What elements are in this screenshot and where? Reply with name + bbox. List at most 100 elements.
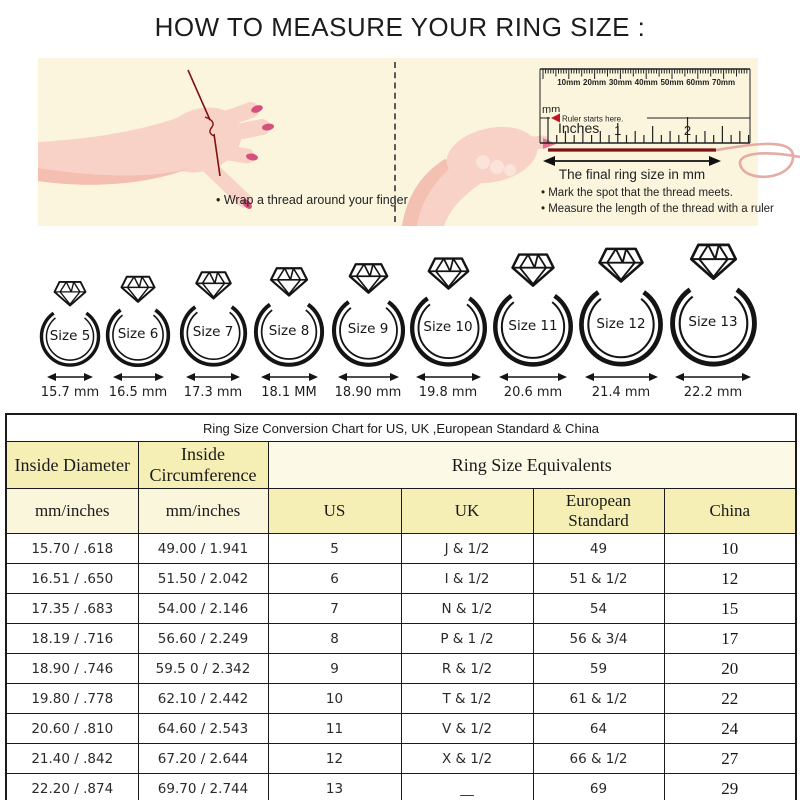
- double-arrow-icon: [186, 373, 240, 381]
- panel-measure-ruler: 10mm 20mm 30mm 40mm 50mm 60mm 70mm mm Ruler st…: [397, 58, 800, 226]
- table-cell: 13: [267, 773, 402, 800]
- ring-diameter-arrow: [578, 371, 664, 383]
- instruction-bullet-measure: • Measure the length of the thread with …: [541, 203, 774, 215]
- table-row: 18.19 / .716 56.60 / 2.249 8 P & 1 /2 56 & 3…: [5, 623, 797, 654]
- ruler: 10mm 20mm 30mm 40mm 50mm 60mm 70mm mm Ruler st…: [539, 68, 751, 144]
- ring-diameter-label: 16.5 mm: [108, 385, 168, 400]
- table-cell: N & 1/2: [400, 593, 534, 624]
- double-arrow-icon: [499, 373, 567, 381]
- table-cell: 66 & 1/2: [532, 743, 665, 774]
- ring-diameter-arrow: [105, 371, 171, 383]
- table-cell: 56 & 3/4: [532, 623, 665, 654]
- table-cell: 54: [532, 593, 665, 624]
- ring-diameter-label: 18.1 MM: [261, 385, 317, 400]
- ruler-mm-label: 40mm: [635, 78, 658, 87]
- ruler-mm-ticks: [542, 69, 748, 79]
- table-row: 15.70 / .618 49.00 / 1.941 5 J & 1/2 49 10: [5, 533, 797, 564]
- table-cell: 10: [267, 683, 402, 714]
- table-cell: 18.90 / .746: [5, 653, 139, 684]
- table-cell: 7: [267, 593, 402, 624]
- ring-figure: Size 8 18.1 MM: [253, 265, 325, 400]
- table-cell: 9: [267, 653, 402, 684]
- ruler-start-note: Ruler starts here.: [562, 115, 623, 124]
- pointing-hand-illustration: [402, 126, 556, 226]
- diamond-ring-icon: [579, 247, 663, 367]
- double-arrow-icon: [675, 373, 751, 381]
- table-row: 20.60 / .810 64.60 / 2.543 11 V & 1/2 64 24: [5, 713, 797, 744]
- diamond-ring-icon: [105, 275, 171, 368]
- hand-with-thread-illustration: • Wrap a thread around your finger: [38, 69, 408, 209]
- table-row: 16.51 / .650 51.50 / 2.042 6 I & 1/2 51 & 1/…: [5, 563, 797, 594]
- table-cell: 54.00 / 2.146: [137, 593, 269, 624]
- table-cell: 62.10 / 2.442: [137, 683, 269, 714]
- ring-diameter-label: 20.6 mm: [503, 385, 563, 400]
- panel-divider: [394, 62, 396, 222]
- ring-diameter-arrow: [409, 371, 488, 383]
- subheader-us: US: [267, 488, 402, 534]
- panel-wrap-thread: • Wrap a thread around your finger: [38, 58, 408, 226]
- ring-size-label: Size 10: [423, 319, 473, 335]
- ring-diameter-arrow: [669, 371, 758, 383]
- table-cell: 20: [663, 653, 797, 684]
- ring-diameter-label: 17.3 mm: [183, 385, 243, 400]
- instruction-bullet-mark: • Mark the spot that the thread meets.: [541, 187, 733, 199]
- table-cell: R & 1/2: [400, 653, 534, 684]
- subheader-mm-inches-diameter: mm/inches: [5, 488, 139, 534]
- ring-size-label: Size 5: [49, 328, 91, 344]
- table-cell: 56.60 / 2.249: [137, 623, 269, 654]
- double-arrow-icon: [47, 373, 93, 381]
- table-cell: T & 1/2: [400, 683, 534, 714]
- diamond-ring-icon: [179, 271, 247, 367]
- ring-figure: Size 6 16.5 mm: [105, 274, 171, 400]
- table-cell: 24: [663, 713, 797, 744]
- ruler-mm-label: 70mm: [712, 78, 735, 87]
- ring-size-conversion-table: Ring Size Conversion Chart for US, UK ,E…: [5, 413, 798, 800]
- ruler-inch-ticks: [547, 117, 750, 143]
- table-cell: 19.80 / .778: [5, 683, 139, 714]
- ring-diameter-arrow: [39, 371, 101, 383]
- table-title: Ring Size Conversion Chart for US, UK ,E…: [5, 413, 797, 442]
- table-cell: 16.51 / .650: [5, 563, 139, 594]
- table-cell: 22.20 / .874: [5, 773, 139, 800]
- table-cell: 11: [267, 713, 402, 744]
- ring-figure: Size 7 17.3 mm: [179, 269, 248, 400]
- table-cell: 61 & 1/2: [532, 683, 665, 714]
- ruler-mm-label: 50mm: [660, 78, 683, 87]
- table-cell: 64: [532, 713, 665, 744]
- ring-figure: Size 12 21.4 mm: [578, 245, 664, 400]
- table-cell: 8: [267, 623, 402, 654]
- fingernail: [251, 105, 263, 113]
- table-cell: 12: [663, 563, 797, 594]
- ruler-mm-label: 10mm: [557, 78, 580, 87]
- table-cell: 17: [663, 623, 797, 654]
- diamond-ring-icon: [331, 263, 405, 367]
- ruler-measure-illustration: 10mm 20mm 30mm 40mm 50mm 60mm 70mm mm Ruler st…: [402, 68, 800, 226]
- table-cell: 17.35 / .683: [5, 593, 139, 624]
- table-cell: __: [400, 773, 534, 800]
- table-cell: P & 1 /2: [400, 623, 534, 654]
- table-row: 17.35 / .683 54.00 / 2.146 7 N & 1/2 54 15: [5, 593, 797, 624]
- thread-illustration: [187, 69, 221, 177]
- ring-diameter-label: 18.90 mm: [334, 385, 402, 400]
- fingernail: [246, 153, 258, 161]
- ring-diameter-arrow: [331, 371, 406, 383]
- fingernail: [242, 199, 252, 209]
- double-arrow-icon: [415, 373, 481, 381]
- instruction-panels: • Wrap a thread around your finger: [38, 58, 800, 226]
- table-cell: 59: [532, 653, 665, 684]
- header-ring-size-equivalents: Ring Size Equivalents: [267, 441, 797, 489]
- table-cell: 22: [663, 683, 797, 714]
- ring-diameter-arrow: [253, 371, 325, 383]
- header-inside-circumference: Inside Circumference: [137, 441, 269, 489]
- table-cell: 21.40 / .842: [5, 743, 139, 774]
- ring-figure: Size 10 19.8 mm: [409, 255, 488, 400]
- ruler-inches-label: Inches: [558, 120, 599, 136]
- table-cell: 59.5 0 / 2.342: [137, 653, 269, 684]
- hand-illustration: [38, 102, 274, 209]
- ring-diameter-label: 15.7 mm: [40, 385, 100, 400]
- ring-diameter-label: 21.4 mm: [591, 385, 651, 400]
- ring-diameter-arrow: [179, 371, 248, 383]
- ring-figure: Size 5 15.7 mm: [39, 279, 101, 400]
- page-title: HOW TO MEASURE YOUR RING SIZE :: [154, 12, 646, 42]
